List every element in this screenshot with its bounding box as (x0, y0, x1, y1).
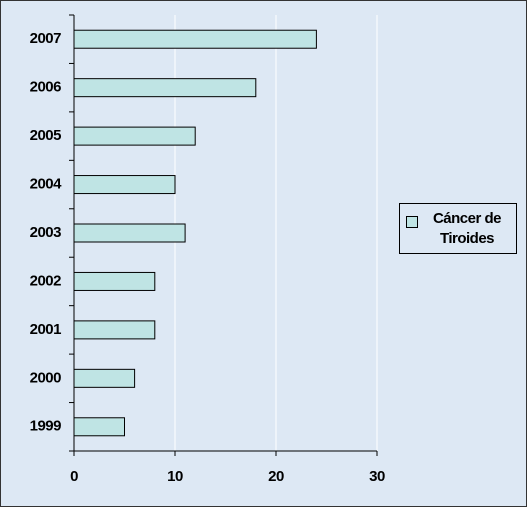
y-tick-label: 2006 (30, 79, 62, 96)
bar (73, 29, 317, 49)
x-tick-label: 30 (369, 468, 385, 485)
y-tick-label: 2002 (30, 272, 62, 289)
legend-label: Cáncer de Tiroides (432, 210, 502, 247)
y-tick-label: 2003 (30, 224, 62, 241)
bar (73, 368, 136, 388)
y-tick-label: 2007 (30, 30, 62, 47)
y-tick-label: 2001 (30, 321, 62, 338)
legend-swatch (406, 216, 418, 228)
bar (73, 320, 156, 340)
bar (73, 78, 257, 98)
x-tick-label: 10 (167, 468, 183, 485)
y-tick-label: 2005 (30, 127, 62, 144)
legend: Cáncer de Tiroides (399, 203, 517, 254)
bar (73, 223, 186, 243)
bar (73, 126, 196, 146)
x-tick-label: 20 (268, 468, 284, 485)
y-tick-label: 2004 (30, 176, 63, 193)
y-tick-label: 2000 (30, 369, 62, 386)
bar (73, 175, 176, 195)
x-tick-label: 0 (70, 468, 78, 485)
bar (73, 271, 156, 291)
y-tick-label: 1999 (30, 418, 62, 435)
bar (73, 417, 125, 437)
